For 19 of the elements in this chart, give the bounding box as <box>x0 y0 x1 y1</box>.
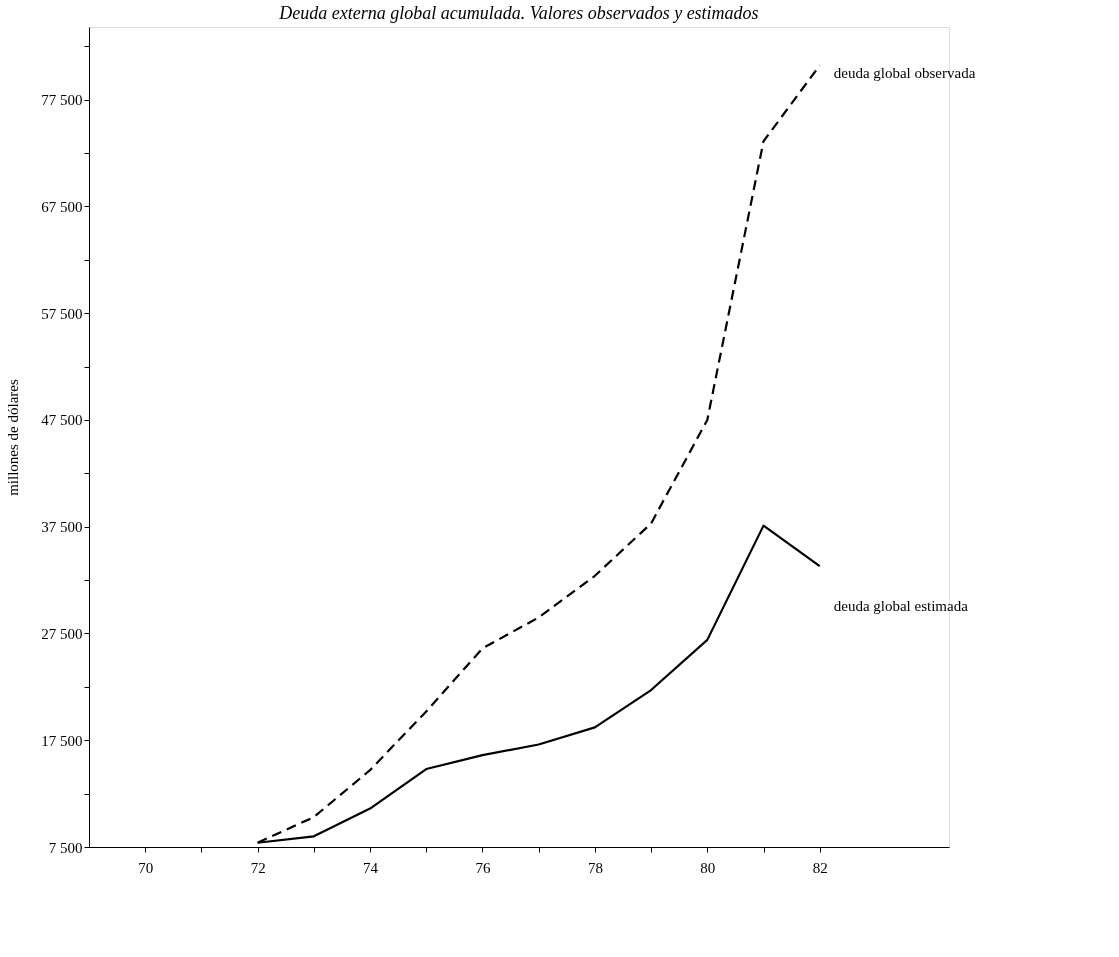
y-axis-title: millones de dólares <box>5 379 22 496</box>
x-tick-label: 82 <box>812 859 828 876</box>
x-tick-label: 70 <box>138 859 154 876</box>
chart-title: Deuda externa global acumulada. Valores observados y estimados <box>278 3 759 23</box>
y-tick-label: 67 500 <box>41 198 83 215</box>
x-tick-label: 76 <box>475 859 491 876</box>
y-tick-label: 57 500 <box>41 305 83 322</box>
y-tick-label: 7 500 <box>48 839 83 856</box>
text: deuda global estimada <box>833 598 969 615</box>
x-tick-label: 74 <box>363 859 379 876</box>
x-tick-label: 78 <box>587 859 603 876</box>
y-tick-label: 77 500 <box>41 92 83 109</box>
y-tick-label: 27 500 <box>41 625 83 642</box>
x-tick-label: 80 <box>700 859 716 876</box>
y-tick-label: 17 500 <box>41 732 83 749</box>
x-tick-label: 72 <box>250 859 266 876</box>
y-tick-label: 47 500 <box>41 412 83 429</box>
y-tick-label: 37 500 <box>41 519 83 536</box>
series-label: deuda global observada <box>833 65 976 82</box>
